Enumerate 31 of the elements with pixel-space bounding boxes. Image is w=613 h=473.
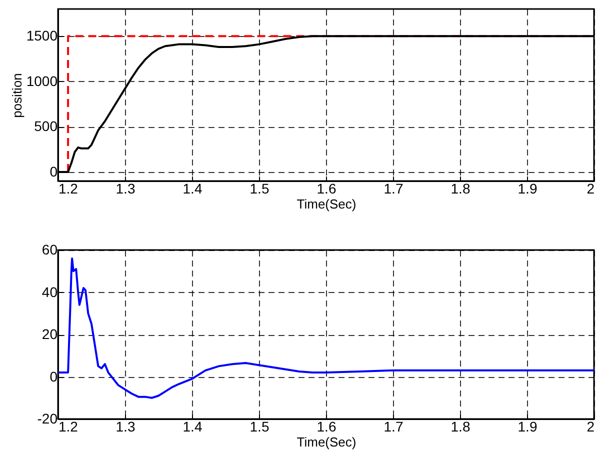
y-tick-label: 20: [42, 326, 58, 342]
x-tick-label: 1.2: [58, 418, 78, 434]
line-series: [58, 257, 594, 399]
x-tick-label: 1.2: [58, 180, 78, 196]
x-tick-label: 1.4: [182, 418, 202, 434]
x-tick-label: 1.8: [450, 180, 470, 196]
x-axis-title: Time(Sec): [296, 196, 356, 212]
x-tick-label: 1.3: [116, 180, 136, 196]
x-tick-label: 1.8: [450, 418, 470, 434]
y-axis-title: position: [9, 73, 24, 118]
y-tick-label: -20: [37, 410, 58, 426]
y-tick-label: 1500: [26, 28, 58, 44]
y-tick-label: 500: [34, 118, 58, 134]
x-tick-label: 2: [586, 180, 595, 196]
x-tick-label: 1.7: [384, 180, 404, 196]
y-tick-label: 60: [42, 242, 58, 258]
x-tick-label: 1.5: [250, 418, 270, 434]
x-axis-title: Time(Sec): [296, 434, 356, 450]
y-tick-label: 0: [50, 163, 58, 180]
x-tick-label: 1.7: [384, 418, 404, 434]
y-tick-label: 0: [50, 368, 58, 384]
x-tick-label: 2: [586, 418, 595, 434]
x-tick-label: 1.9: [518, 418, 538, 434]
y-tick-label: 40: [42, 284, 58, 300]
x-tick-label: 1.9: [518, 180, 538, 196]
x-tick-label: 1.6: [316, 418, 336, 434]
y-tick-label: 1000: [26, 72, 58, 89]
x-tick-label: 1.5: [250, 180, 270, 196]
x-tick-label: 1.4: [182, 180, 202, 196]
x-tick-label: 1.6: [316, 180, 336, 196]
x-tick-label: 1.3: [116, 418, 136, 434]
